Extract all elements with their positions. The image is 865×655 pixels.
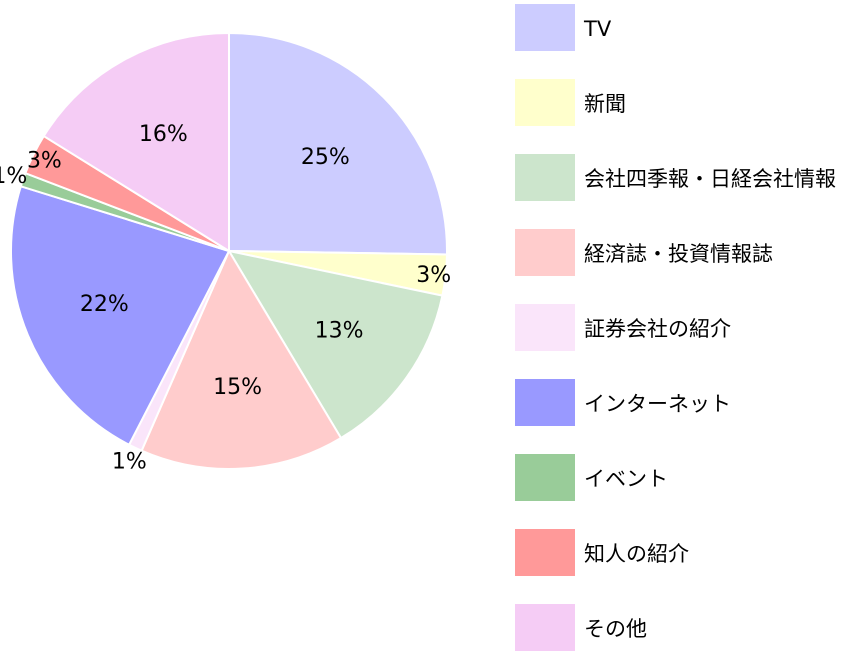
legend-swatch	[515, 229, 575, 276]
legend-swatch	[515, 304, 575, 351]
pie-slice-labels: 25%3%13%15%1%22%1%3%16%	[0, 122, 451, 475]
legend-label: インターネット	[584, 392, 731, 416]
legend-swatch	[515, 604, 575, 651]
slice-percent-label: 1%	[112, 450, 147, 475]
pie-slices	[10, 31, 448, 470]
slice-percent-label: 3%	[416, 263, 451, 288]
legend: TV 新聞会社四季報・日経会社情報経済誌・投資情報誌証券会社の紹介インターネットイ…	[515, 4, 836, 651]
legend-label: 知人の紹介	[584, 542, 689, 566]
legend-label: TV	[583, 17, 612, 41]
legend-label: その他	[584, 617, 647, 641]
slice-1	[228, 31, 448, 256]
legend-swatch	[515, 379, 575, 426]
legend-swatch	[515, 154, 575, 201]
legend-label: 会社四季報・日経会社情報	[584, 167, 836, 191]
slice-4	[140, 248, 343, 470]
legend-label: 新聞	[584, 92, 626, 116]
slice-percent-label: 3%	[27, 149, 62, 174]
slice-percent-label: 15%	[213, 375, 262, 400]
slice-percent-label: 1%	[0, 164, 27, 189]
legend-swatch	[515, 454, 575, 501]
slice-6	[10, 185, 231, 447]
legend-label: 証券会社の紹介	[584, 317, 731, 341]
legend-label: 経済誌・投資情報誌	[584, 242, 773, 266]
slice-percent-label: 25%	[301, 145, 350, 170]
legend-swatch	[515, 4, 575, 51]
slice-9	[42, 31, 230, 253]
legend-swatch	[515, 79, 575, 126]
legend-swatch	[515, 529, 575, 576]
slice-percent-label: 16%	[139, 122, 188, 147]
legend-label: イベント	[584, 467, 668, 491]
slice-percent-label: 22%	[80, 292, 129, 317]
slice-3	[226, 249, 444, 440]
slice-percent-label: 13%	[315, 318, 364, 343]
